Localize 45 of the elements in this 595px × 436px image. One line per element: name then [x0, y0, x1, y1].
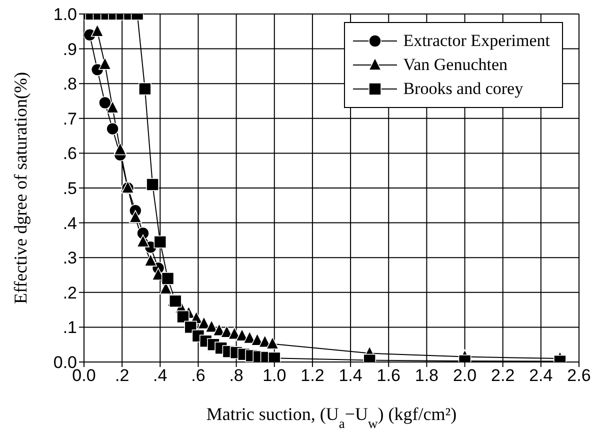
y-tick-label: 1.0: [53, 5, 77, 24]
y-tick-label: .6: [62, 144, 77, 164]
point: [266, 336, 279, 350]
y-tick-label: .3: [62, 248, 77, 268]
legend-label: Van Genuchten: [403, 55, 508, 75]
x-tick-label: 1.6: [376, 366, 400, 386]
x-tick-label: 2.2: [491, 366, 515, 386]
point: [144, 254, 158, 266]
point: [90, 24, 104, 37]
point: [198, 316, 210, 330]
x-tick-label: .8: [229, 366, 244, 386]
point: [176, 310, 190, 324]
point: [138, 82, 152, 96]
point: [161, 272, 174, 285]
x-tick-label: 2.4: [529, 366, 553, 386]
y-tick-label: .9: [62, 40, 77, 59]
legend-label: Brooks and corey: [403, 79, 524, 99]
x-tick-label: 1.2: [300, 366, 324, 386]
x-axis-title: Matric suction, (U$_{a}$−U$_{w}$) (kgf/cm²): [206, 404, 457, 430]
x-tick-label: .2: [114, 366, 130, 386]
point: [98, 57, 112, 70]
y-axis-title: Effective dgree of saturation(%): [10, 72, 30, 304]
legend-label: Extractor Experiment: [403, 31, 550, 51]
x-tick-label: 1.4: [338, 366, 362, 386]
point: [98, 96, 112, 110]
y-tick-label: .5: [62, 179, 77, 198]
point: [146, 178, 159, 191]
y-tick-label: .1: [62, 318, 77, 338]
y-tick-label: .2: [62, 283, 77, 302]
x-tick-label: .6: [191, 366, 206, 386]
x-tick-label: 1.8: [414, 366, 439, 386]
point: [106, 122, 119, 136]
y-tick-label: .4: [62, 214, 77, 233]
y-tick-label: .8: [62, 74, 77, 94]
point: [205, 320, 218, 333]
point: [129, 210, 142, 223]
point: [114, 142, 127, 156]
point: [106, 100, 119, 114]
x-tick-label: 2.0: [452, 366, 477, 386]
x-tick-label: 2.6: [567, 366, 591, 386]
x-tick-label: 1.0: [262, 366, 286, 386]
x-tick-label: .4: [153, 366, 168, 386]
y-tick-label: .7: [62, 109, 77, 128]
point: [154, 236, 167, 248]
point: [136, 234, 150, 248]
